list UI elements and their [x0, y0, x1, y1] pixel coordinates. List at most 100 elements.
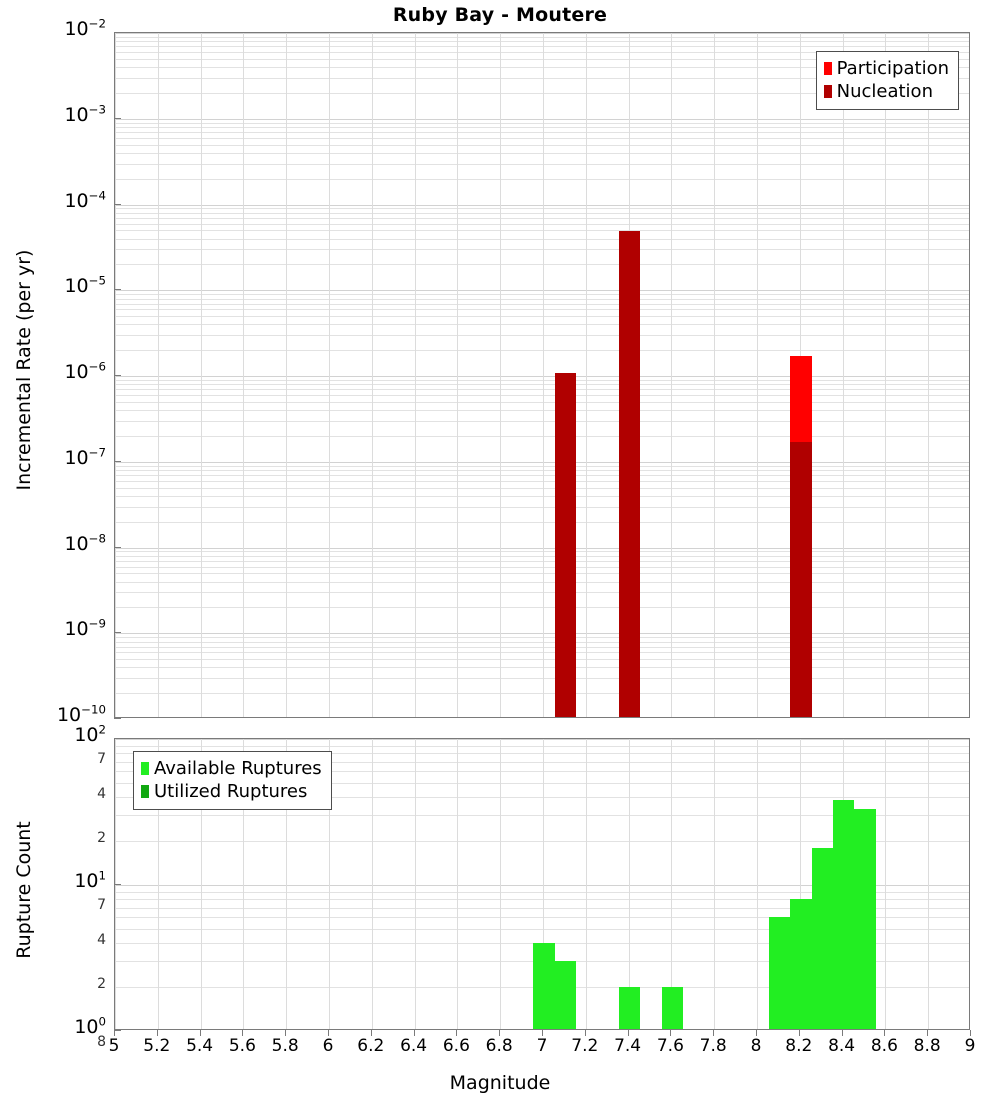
gridline-vertical — [200, 739, 202, 1029]
gridline-horizontal — [115, 178, 969, 180]
gridline-horizontal — [115, 899, 969, 901]
y-axis-tick-label: 10−9 — [64, 616, 106, 641]
gridline-horizontal — [115, 335, 969, 337]
legend-label: Utilized Ruptures — [154, 780, 308, 802]
x-axis-tickmark — [884, 1030, 886, 1036]
gridline-horizontal — [115, 480, 969, 482]
top-y-axis-label-wrap: Incremental Rate (per yr) — [12, 160, 36, 580]
gridline-vertical — [585, 33, 587, 717]
chart-bar — [833, 800, 855, 1029]
gridline-horizontal — [115, 646, 969, 648]
gridline-vertical — [329, 33, 330, 717]
x-axis-tick-label: 6.6 — [442, 1036, 470, 1056]
legend-label: Available Ruptures — [154, 757, 322, 779]
gridline-horizontal — [115, 204, 969, 206]
gridline-horizontal — [115, 891, 969, 893]
gridline-vertical — [799, 739, 801, 1029]
gridline-vertical — [286, 33, 288, 717]
x-axis-tickmark — [199, 1030, 201, 1036]
x-axis-tickmark — [798, 1030, 800, 1036]
x-axis-tickmark — [156, 1030, 158, 1036]
gridline-horizontal — [115, 163, 969, 165]
gridline-vertical — [842, 33, 844, 717]
x-axis-tickmark — [285, 1030, 287, 1036]
x-axis-tick-label: 5.4 — [186, 1036, 214, 1056]
bottom-y-axis-label-wrap: Rupture Count — [12, 800, 36, 980]
gridline-horizontal — [115, 815, 969, 817]
x-axis-tick-label: 6 — [322, 1036, 334, 1056]
y-axis-minor-tick-label: 7 — [97, 750, 106, 767]
gridline-horizontal — [115, 52, 969, 53]
gridline-horizontal — [115, 641, 969, 643]
gridline-horizontal — [115, 461, 969, 463]
y-axis-minor-tick-label: 4 — [97, 932, 106, 949]
x-axis-tickmark — [370, 1030, 372, 1036]
chart-bar — [554, 961, 577, 1029]
page-title: Ruby Bay - Moutere — [392, 4, 608, 26]
gridline-horizontal — [115, 667, 969, 669]
x-axis-tickmark — [927, 1030, 929, 1036]
gridline-horizontal — [115, 761, 969, 763]
bottom-y-axis-label: Rupture Count — [13, 821, 35, 959]
chart-bar — [619, 231, 641, 717]
gridline-vertical — [885, 33, 887, 717]
gridline-horizontal — [115, 264, 969, 266]
chart-bar — [619, 987, 641, 1029]
gridline-vertical — [543, 33, 544, 717]
gridline-vertical — [543, 739, 544, 1029]
y-axis-tick-label: 10−6 — [64, 359, 106, 383]
x-axis-tick-label: 7 — [536, 1036, 548, 1056]
gridline-horizontal — [115, 435, 969, 437]
gridline-horizontal — [115, 122, 969, 124]
gridline-horizontal — [115, 566, 969, 568]
gridline-horizontal — [115, 885, 969, 886]
y-axis-tickmark — [114, 738, 121, 739]
gridline-horizontal — [115, 58, 969, 60]
x-axis-tick-label: 5 — [108, 1036, 120, 1056]
gridline-horizontal — [115, 917, 969, 919]
gridline-horizontal — [115, 379, 969, 381]
chart-bar — [811, 847, 833, 1029]
y-axis-tick-label: 10−2 — [64, 16, 106, 40]
y-axis-tick-label: 10−7 — [64, 445, 106, 469]
gridline-horizontal — [115, 573, 969, 575]
chart-bar — [554, 372, 577, 717]
y-axis-tickmark — [114, 460, 121, 462]
gridline-vertical — [500, 739, 502, 1029]
gridline-horizontal — [115, 137, 969, 139]
x-axis-tick-label: 5.2 — [143, 1036, 171, 1056]
legend-swatch-icon — [823, 62, 832, 75]
gridline-horizontal — [115, 555, 969, 557]
gridline-horizontal — [115, 841, 969, 842]
x-axis-tick-label: 8.6 — [870, 1036, 898, 1056]
x-axis-tick-label: 7.6 — [656, 1036, 684, 1056]
gridline-horizontal — [115, 303, 969, 305]
gridline-vertical — [671, 33, 673, 717]
gridline-horizontal — [115, 592, 969, 594]
legend-item: Available Ruptures — [141, 757, 322, 780]
y-axis-tick-label: 10−5 — [64, 273, 106, 298]
x-axis-tickmark — [670, 1030, 672, 1036]
x-axis-tickmark — [413, 1030, 415, 1036]
gridline-horizontal — [115, 294, 969, 296]
y-axis-minor-tick-label: 8 — [97, 1034, 106, 1051]
x-axis-tick-label: 8.4 — [828, 1036, 856, 1056]
gridline-horizontal — [115, 376, 969, 377]
gridline-horizontal — [115, 659, 969, 661]
x-axis-tickmark — [499, 1030, 501, 1036]
gridline-horizontal — [115, 633, 969, 635]
gridline-horizontal — [115, 652, 969, 654]
gridline-horizontal — [115, 465, 969, 467]
y-axis-tick-label: 10−8 — [64, 531, 106, 555]
gridline-horizontal — [115, 350, 969, 352]
gridline-vertical — [757, 33, 758, 717]
gridline-horizontal — [115, 384, 969, 386]
x-axis-tickmark — [456, 1030, 458, 1036]
y-axis-tickmark — [114, 1030, 121, 1031]
gridline-vertical — [243, 33, 245, 717]
gridline-horizontal — [115, 521, 969, 523]
gridline-horizontal — [115, 551, 969, 553]
gridline-horizontal — [115, 46, 969, 48]
y-axis-tickmark — [114, 718, 121, 719]
gridline-vertical — [157, 739, 159, 1029]
